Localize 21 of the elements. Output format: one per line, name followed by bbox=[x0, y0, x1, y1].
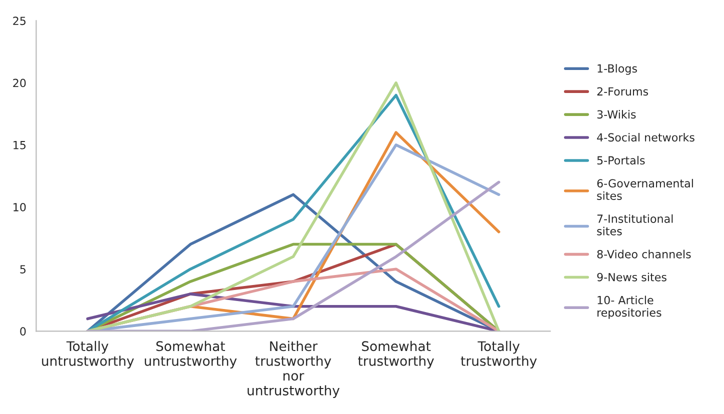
legend-label: 6-Governamental sites bbox=[597, 178, 693, 200]
legend-label: 8-Video channels bbox=[597, 250, 691, 258]
y-tick-label: 25 bbox=[13, 16, 26, 26]
legend-label: 10- Article repositories bbox=[598, 296, 662, 319]
y-tick-label: 5 bbox=[20, 265, 26, 274]
legend-label: 2-Forums bbox=[597, 87, 648, 96]
legend-label: 9-News sites bbox=[597, 272, 666, 282]
x-tick-label: Totally trustworthy bbox=[460, 340, 537, 368]
legend-label: 7-Institutional sites bbox=[597, 214, 673, 236]
x-tick-label: Neither trustworthy nor untrustworthy bbox=[248, 340, 340, 398]
y-tick-label: 20 bbox=[13, 78, 26, 88]
x-tick-label: Somewhat untrustworthy bbox=[144, 340, 237, 368]
legend-label: 3-Wikis bbox=[597, 110, 636, 119]
x-tick-label: Somewhat trustworthy bbox=[358, 340, 434, 368]
y-tick-label: 0 bbox=[20, 327, 26, 336]
y-tick-label: 10 bbox=[14, 202, 26, 212]
legend-label: 5-Portals bbox=[597, 156, 645, 165]
legend-label: 4-Social networks bbox=[597, 132, 694, 142]
legend-label: 1-Blogs bbox=[598, 64, 637, 75]
y-tick-label: 15 bbox=[14, 141, 26, 150]
x-tick-label: Totally untrustworthy bbox=[42, 340, 134, 368]
